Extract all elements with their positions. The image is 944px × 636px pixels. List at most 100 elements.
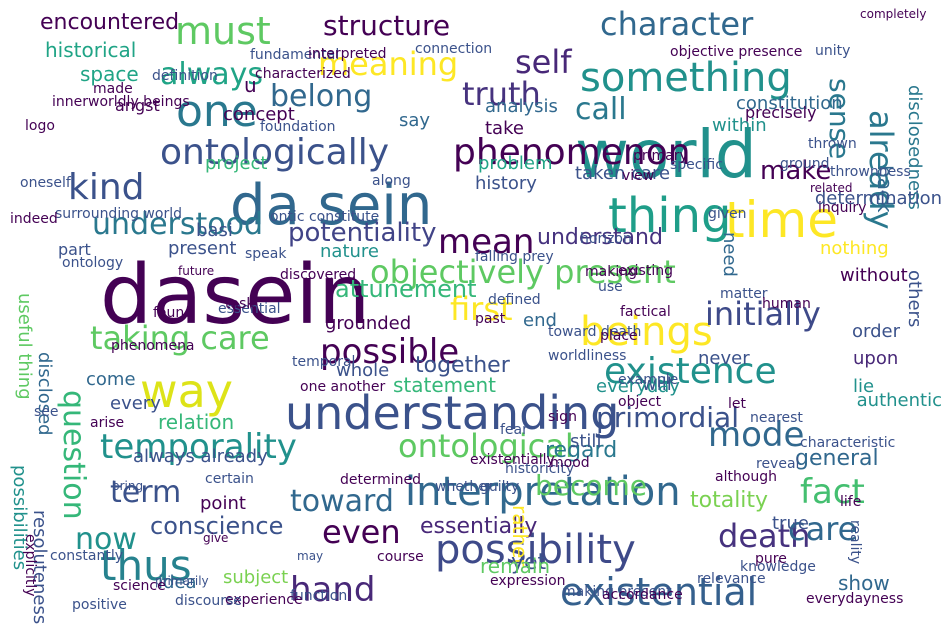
cloud-word: ontology — [62, 255, 124, 271]
cloud-word: one — [176, 86, 258, 137]
cloud-word: found — [153, 305, 194, 321]
cloud-word: existentially — [470, 452, 555, 468]
cloud-word: hand — [290, 570, 376, 610]
cloud-word: come — [86, 369, 136, 390]
cloud-word: along — [372, 173, 411, 189]
cloud-word: innerworldly beings — [52, 94, 190, 110]
cloud-word: concept — [223, 104, 295, 125]
cloud-word: project — [205, 153, 268, 174]
cloud-word: still — [570, 431, 602, 452]
cloud-word: ground — [780, 156, 830, 172]
cloud-word: time — [725, 191, 838, 249]
cloud-word: related — [810, 181, 853, 195]
cloud-word: constitution — [736, 93, 843, 114]
cloud-word: matter — [720, 286, 768, 302]
cloud-word: sense — [823, 78, 856, 160]
cloud-word: temporality — [100, 427, 297, 467]
cloud-word: call — [575, 92, 627, 127]
cloud-word: making — [585, 264, 637, 280]
cloud-word: now — [75, 522, 137, 557]
cloud-word: discourse — [175, 593, 242, 609]
cloud-word: place — [600, 328, 638, 344]
cloud-word: bring — [112, 479, 144, 493]
cloud-word: guilty — [480, 479, 520, 495]
cloud-word: characterized — [255, 66, 351, 82]
cloud-word: life — [840, 494, 862, 510]
cloud-word: falling prey — [475, 249, 554, 265]
cloud-word: fact — [800, 472, 865, 512]
cloud-word: encountered — [40, 10, 180, 35]
cloud-word: objectively present — [370, 253, 676, 291]
cloud-word: never — [698, 348, 750, 369]
cloud-word: ontological — [398, 427, 574, 465]
cloud-word: nothing — [820, 238, 889, 259]
cloud-word: precisely — [745, 103, 817, 122]
cloud-word: made — [93, 81, 133, 97]
cloud-word: statement — [393, 373, 496, 397]
cloud-word: true — [772, 513, 809, 534]
cloud-word: determined — [340, 472, 422, 488]
cloud-word: totality — [690, 488, 769, 513]
cloud-word: historicity — [505, 461, 575, 477]
cloud-word: object — [618, 394, 662, 410]
cloud-word: course — [377, 549, 424, 565]
cloud-word: although — [715, 469, 778, 485]
cloud-word: function — [290, 588, 348, 604]
cloud-word: reveal — [756, 456, 800, 472]
cloud-word: term — [110, 475, 182, 510]
cloud-word: beings — [580, 309, 713, 355]
cloud-word: definition — [152, 68, 218, 84]
cloud-word: toward — [290, 484, 394, 519]
cloud-word: even — [322, 513, 401, 551]
cloud-word: one another — [300, 379, 386, 395]
cloud-word: end — [523, 310, 557, 331]
cloud-word: specific — [670, 157, 723, 173]
cloud-word: self — [515, 43, 572, 81]
cloud-word: defined — [488, 292, 541, 308]
cloud-word: say — [399, 110, 431, 131]
cloud-word: show — [838, 571, 890, 595]
cloud-word: understand — [537, 225, 663, 250]
cloud-word: accordance — [602, 587, 683, 603]
cloud-word: conscience — [150, 512, 284, 540]
cloud-word: task — [225, 296, 255, 312]
cloud-word: structure — [323, 9, 451, 42]
cloud-word: initially — [705, 295, 821, 333]
cloud-word: worldliness — [548, 348, 627, 364]
cloud-word: first — [450, 290, 513, 328]
cloud-word: give — [203, 531, 229, 545]
cloud-word: back — [873, 165, 897, 213]
cloud-word: horizon — [580, 231, 632, 247]
cloud-word: yet — [511, 550, 547, 575]
cloud-word: make — [760, 156, 832, 186]
cloud-word: everyday — [596, 376, 680, 397]
cloud-word: thrownness — [830, 164, 911, 180]
cloud-word: certain — [205, 471, 254, 487]
cloud-word: oneself — [20, 175, 71, 191]
cloud-word: temporal — [292, 354, 356, 370]
cloud-word: expression — [490, 573, 566, 589]
cloud-word: taking care — [90, 319, 270, 357]
cloud-word: knowledge — [740, 559, 816, 575]
cloud-word: see — [34, 404, 59, 420]
cloud-word: already — [862, 110, 900, 230]
cloud-word: phenomenon — [453, 132, 691, 173]
cloud-word: objective presence — [670, 44, 803, 60]
cloud-word: rather — [508, 505, 532, 567]
cloud-word: explicitly — [22, 534, 38, 597]
cloud-word: problem — [478, 153, 553, 174]
cloud-word: unity — [815, 43, 851, 59]
cloud-word: human — [762, 296, 811, 312]
cloud-word: understood — [92, 207, 264, 242]
cloud-word: foundation — [260, 119, 336, 135]
cloud-word: possibilities — [9, 465, 30, 571]
cloud-word: care — [788, 510, 858, 548]
cloud-word: constantly — [50, 548, 124, 564]
cloud-word: past — [475, 311, 506, 327]
cloud-word: existence — [604, 351, 777, 392]
cloud-word: experience — [225, 592, 303, 608]
cloud-word: essential — [218, 301, 281, 317]
cloud-word: science — [113, 578, 166, 594]
cloud-word: thing — [608, 188, 732, 244]
